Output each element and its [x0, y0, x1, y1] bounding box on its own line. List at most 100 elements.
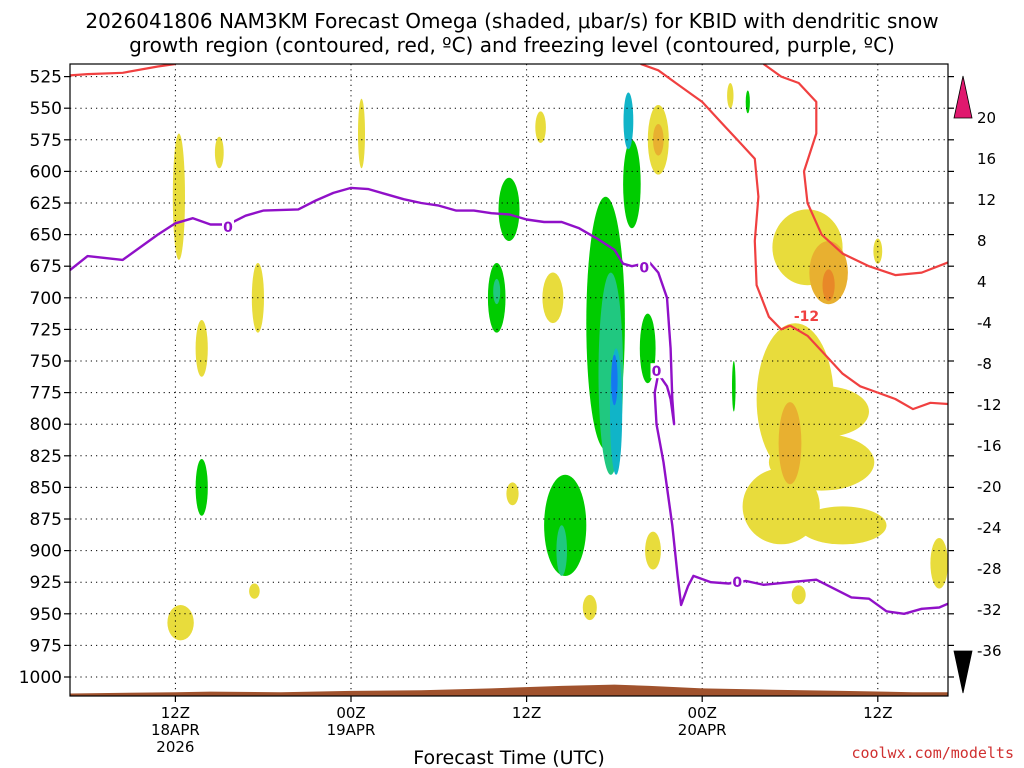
colorbar-label: -4	[977, 314, 992, 332]
y-tick-label: 775	[30, 384, 62, 404]
y-tick-label: 575	[30, 131, 62, 151]
y-tick-label: 750	[30, 352, 62, 372]
y-tick-label: 800	[30, 415, 62, 435]
omega-shade-region	[582, 594, 597, 621]
y-tick-label: 1000	[19, 668, 62, 688]
chart-title-line2: growth region (contoured, red, ºC) and f…	[129, 33, 895, 57]
contour-label-bg	[650, 363, 663, 379]
y-tick-label: 900	[30, 542, 62, 562]
freezing-level-label: 0	[732, 575, 742, 591]
colorbar-label: 8	[977, 232, 987, 250]
omega-shade-region	[781, 386, 869, 437]
plot-area	[70, 64, 948, 696]
omega-shade-region	[535, 111, 546, 143]
y-tick-label: 925	[30, 573, 62, 593]
contour-label-bg	[222, 219, 234, 235]
omega-shade-region	[542, 272, 564, 324]
y-tick-label: 875	[30, 510, 62, 530]
y-tick-label: 825	[30, 447, 62, 467]
colorbar-label: -12	[977, 396, 1002, 414]
chart-title-line1: 2026041806 NAM3KM Forecast Omega (shaded…	[85, 9, 938, 33]
x-tick-label: 12Z	[161, 704, 190, 722]
colorbar-label: -28	[977, 560, 1002, 578]
dgz-contour-label: -12	[794, 309, 819, 325]
colorbar-label: -36	[977, 642, 1002, 660]
colorbar-label: -20	[977, 478, 1002, 496]
x-tick-label: 2026	[156, 738, 194, 756]
contour-lines	[70, 64, 948, 615]
omega-shade-region	[167, 605, 194, 641]
x-tick-label: 00Z	[336, 704, 365, 722]
y-tick-label: 850	[30, 478, 62, 498]
freezing-level-label: 0	[223, 220, 233, 236]
colorbar: 20 16 12 8 4 -4 -8 -12 -16 -20 -24 -28 -32 -36	[953, 75, 1002, 694]
terrain-fill	[70, 684, 948, 696]
omega-shade-region	[791, 585, 806, 605]
omega-shade-region	[623, 92, 634, 150]
plot-frame	[69, 63, 949, 697]
colorbar-label: -24	[977, 519, 1002, 537]
source-credit: coolwx.com/modelts	[851, 744, 1014, 762]
x-tick-label: 18APR	[151, 721, 200, 739]
colorbar-label: -16	[977, 437, 1002, 455]
x-tick-label: 19APR	[327, 721, 376, 739]
y-tick-label: 650	[30, 226, 62, 246]
omega-shade-region	[745, 90, 750, 114]
omega-shade-region	[358, 98, 365, 169]
omega-shade-region	[930, 538, 948, 589]
omega-shade-region	[172, 133, 185, 260]
omega-shade-region	[195, 320, 208, 377]
omega-shade-region	[873, 238, 883, 264]
contour-label-bg	[791, 306, 822, 323]
colorbar-label: 12	[977, 191, 996, 209]
x-axis-label: Forecast Time (UTC)	[413, 747, 604, 768]
contour-labels: 0 0 0 0 -12	[222, 219, 822, 591]
y-tick-label: 725	[30, 320, 62, 340]
omega-shade-region	[727, 83, 734, 109]
colorbar-label: 4	[977, 273, 987, 291]
omega-shade-region	[506, 482, 519, 506]
omega-shade-region	[623, 139, 641, 229]
omega-shade-region	[195, 459, 208, 516]
freezing-level-label: 0	[652, 364, 662, 380]
y-tick-label: 600	[30, 162, 62, 182]
contour-label-bg	[638, 259, 651, 275]
freezing-level-contour	[70, 186, 948, 615]
dgz-contour-right-curve-b	[762, 64, 948, 277]
dgz-contour-right-curve-a	[640, 64, 791, 331]
y-tick-label: 700	[30, 289, 62, 309]
y-axis-ticks: 525 550 575 600 625 650 675 700 725 750 775 800 825 8…	[19, 68, 954, 688]
x-tick-label: 00Z	[688, 704, 717, 722]
omega-shade-region	[493, 278, 501, 305]
colorbar-label: 16	[977, 150, 996, 168]
x-tick-label: 20APR	[678, 721, 727, 739]
contour-label-bg	[731, 574, 744, 590]
y-tick-label: 550	[30, 99, 62, 119]
omega-shade-region	[214, 136, 224, 169]
omega-shade-region	[498, 177, 520, 241]
colorbar-label: 20	[977, 109, 996, 127]
grid-lines	[70, 64, 948, 696]
colorbar-top-cap	[953, 75, 973, 119]
omega-shade-region	[778, 402, 802, 485]
y-tick-label: 950	[30, 605, 62, 625]
dgz-contour-cold-side	[70, 64, 176, 77]
y-tick-label: 525	[30, 68, 62, 88]
omega-shade-region	[732, 361, 736, 412]
y-tick-label: 675	[30, 257, 62, 277]
y-tick-label: 625	[30, 194, 62, 214]
omega-shade-region	[249, 583, 260, 599]
omega-shade-region	[556, 525, 567, 576]
colorbar-label: -8	[977, 355, 992, 373]
y-tick-label: 975	[30, 636, 62, 656]
freezing-level-label: 0	[639, 261, 649, 277]
omega-shade-region	[822, 269, 835, 302]
colorbar-bottom-cap	[953, 650, 973, 694]
x-tick-label: 12Z	[512, 704, 541, 722]
omega-shade-region	[798, 506, 887, 545]
dgz-contour-right-curve-c	[789, 324, 948, 411]
x-tick-label: 12Z	[863, 704, 892, 722]
colorbar-label: -32	[977, 601, 1002, 619]
